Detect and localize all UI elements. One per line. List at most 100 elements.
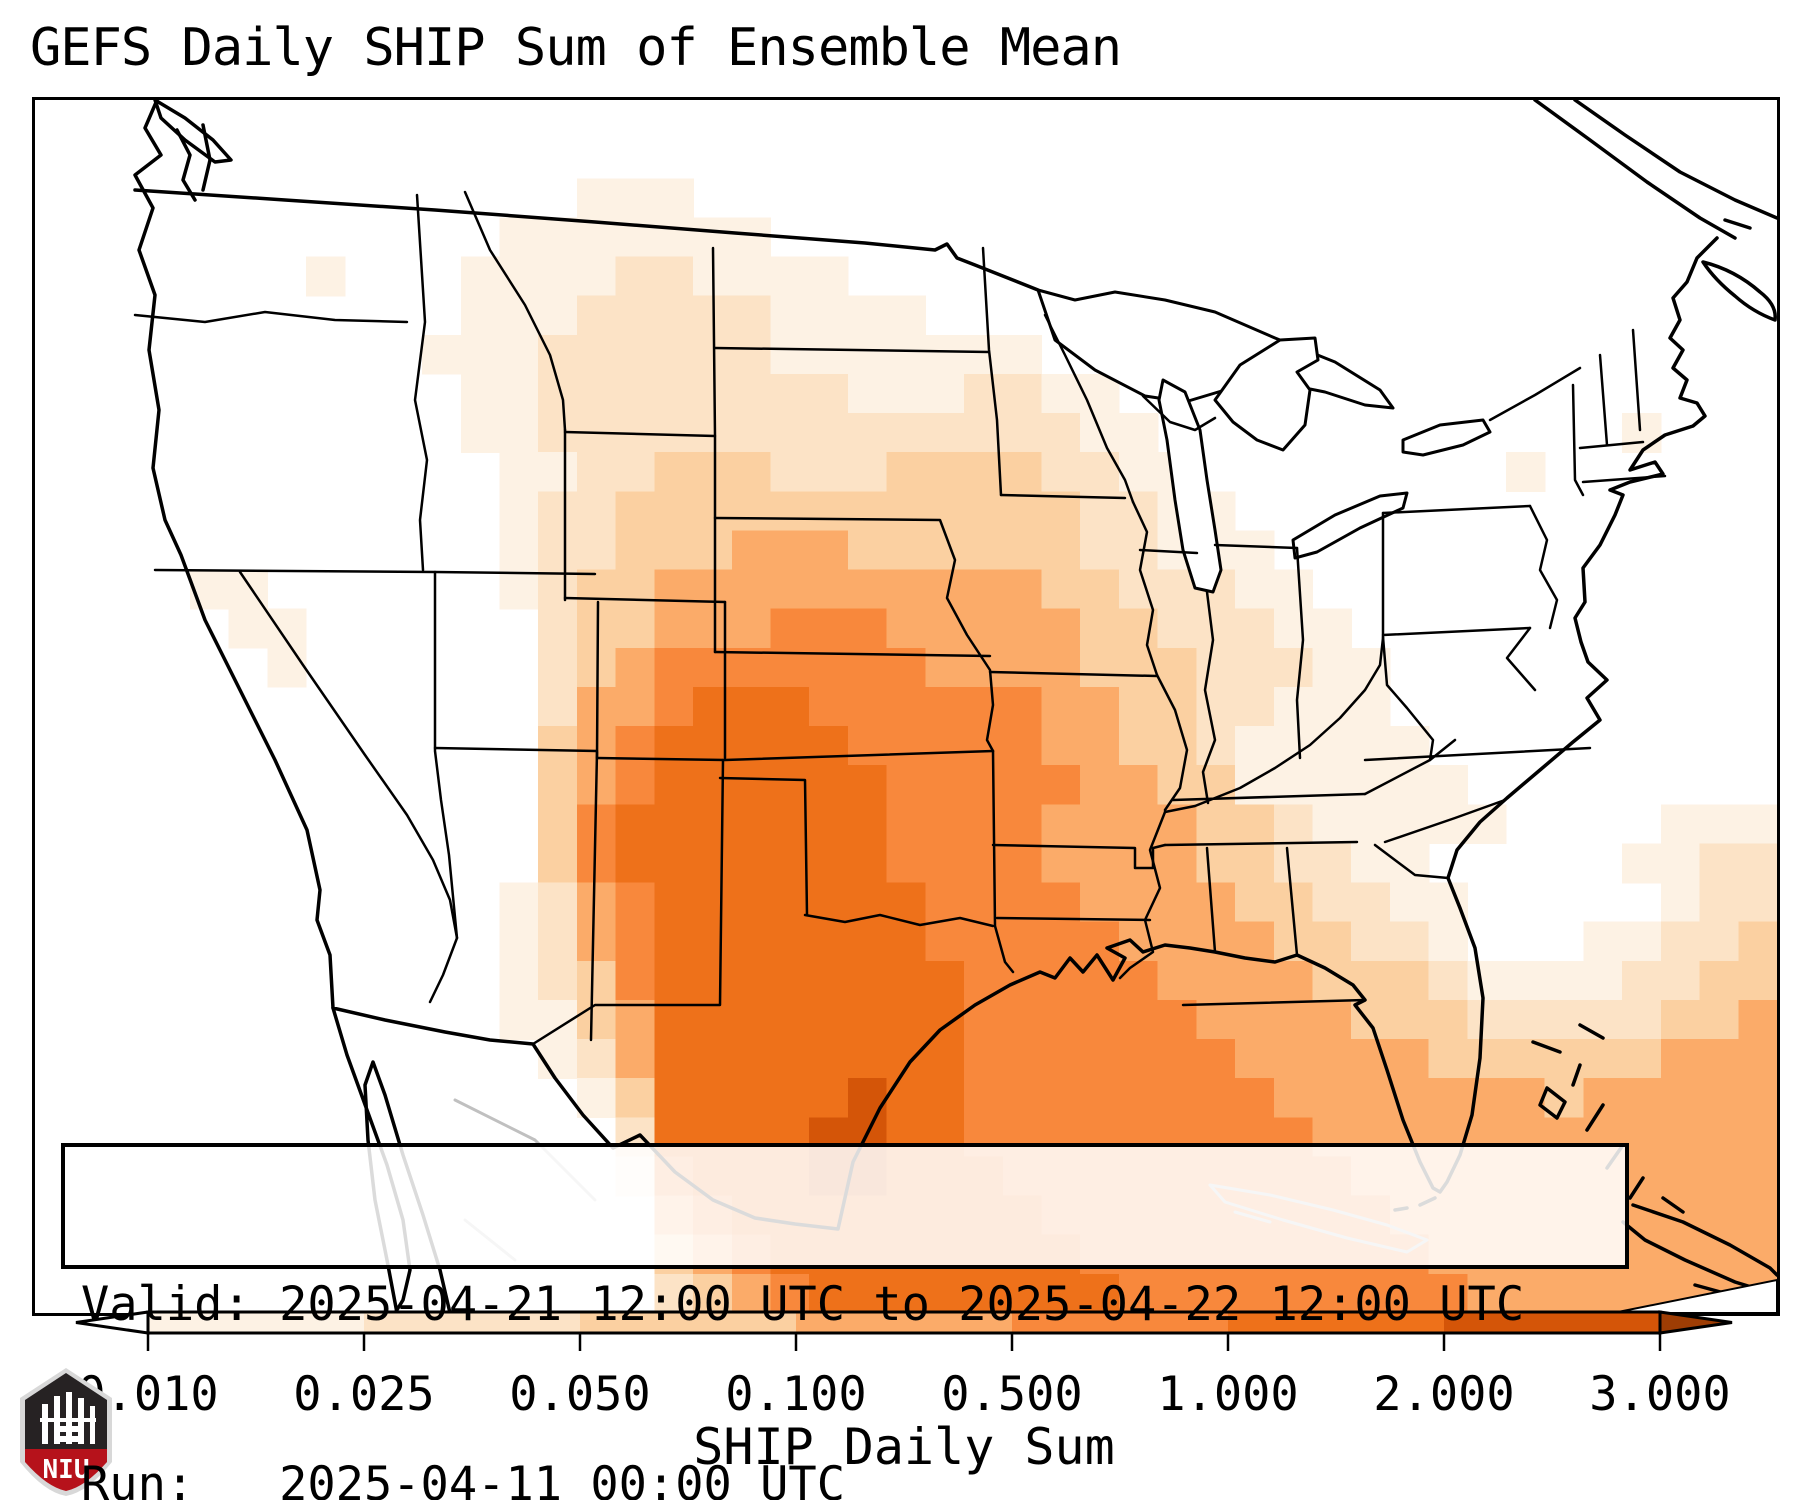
heat-cell <box>1273 1078 1314 1118</box>
heat-cell <box>886 530 926 571</box>
heat-cell <box>847 608 888 649</box>
heat-cell <box>693 921 733 962</box>
heat-cell <box>964 569 1004 610</box>
heat-cell <box>886 921 926 962</box>
heat-cell <box>1622 413 1662 453</box>
heat-cell <box>731 608 772 649</box>
heat-cell <box>731 530 772 571</box>
heat-cell <box>1157 804 1197 845</box>
heat-cell <box>731 491 772 532</box>
heat-cell <box>731 843 772 884</box>
heat-cell <box>1080 843 1120 884</box>
heat-cell <box>1041 1000 1081 1040</box>
heat-cell <box>1235 1078 1275 1118</box>
heat-cell <box>1583 1000 1623 1040</box>
heat-cell <box>577 843 617 884</box>
heat-cell <box>1738 1039 1777 1079</box>
heat-cell <box>809 256 849 297</box>
heat-cell <box>499 334 539 375</box>
heat-cell <box>809 726 849 766</box>
heat-cell <box>1738 1156 1777 1197</box>
heat-cell <box>615 804 656 845</box>
nodata-corner-wedge <box>1612 1278 1777 1313</box>
heat-cell <box>615 647 656 688</box>
heat-cell <box>847 921 888 962</box>
heat-cell <box>1273 686 1314 727</box>
colorbar-segment <box>364 1312 580 1333</box>
heat-cell <box>306 256 346 297</box>
heat-cell <box>1118 1078 1159 1118</box>
heat-cell <box>577 373 617 414</box>
heat-cell <box>499 921 539 962</box>
heat-cell <box>1699 843 1739 884</box>
heat-cell <box>693 491 733 532</box>
heat-cell <box>1080 1000 1120 1040</box>
heat-cell <box>538 530 578 571</box>
heat-cell <box>847 960 888 1001</box>
heat-cell <box>1428 1078 1468 1118</box>
heat-cell <box>615 882 656 923</box>
heat-cell <box>1312 647 1352 688</box>
heat-cell <box>886 1039 926 1079</box>
heat-cell <box>1196 647 1236 688</box>
colorbar-segment <box>1228 1312 1444 1333</box>
heat-cell <box>1273 843 1314 884</box>
heat-cell <box>809 843 849 884</box>
heat-cell <box>731 1000 772 1040</box>
heat-cell <box>654 217 694 258</box>
colorbar-segment <box>1444 1312 1660 1333</box>
colorbar: 0.010 0.025 0.050 0.100 0.500 1.000 2.000 3.000 <box>75 1310 1733 1422</box>
heat-cell <box>693 1000 733 1040</box>
heat-cell <box>615 178 656 219</box>
heat-cell <box>1389 882 1430 923</box>
heat-cell <box>693 960 733 1001</box>
niu-logo-text: NIU <box>43 1455 90 1485</box>
heat-cell <box>964 1273 1004 1313</box>
heat-cell <box>770 373 810 414</box>
heat-cell <box>731 373 772 414</box>
heat-cell <box>1428 1039 1468 1079</box>
heat-cell <box>654 452 694 492</box>
heat-cell <box>538 921 578 962</box>
heat-cell <box>1196 1039 1236 1079</box>
heat-cell <box>1660 960 1701 1001</box>
heat-cell <box>1118 843 1159 884</box>
colorbar-segment <box>1012 1312 1228 1333</box>
heat-cell <box>1660 804 1701 845</box>
heat-cell <box>1622 1039 1662 1079</box>
heat-cell <box>1080 1039 1120 1079</box>
heat-cell <box>770 1273 810 1313</box>
heat-cell <box>1312 882 1352 923</box>
heat-cell <box>1235 1039 1275 1079</box>
heat-cell <box>1312 1039 1352 1079</box>
heat-cell <box>654 882 694 923</box>
heat-cell <box>1041 960 1081 1001</box>
heat-cell <box>770 765 810 805</box>
heat-cell <box>809 1039 849 1079</box>
heat-cell <box>1002 1039 1043 1079</box>
heat-cell <box>1002 1078 1043 1118</box>
heat-cell <box>731 1078 772 1118</box>
heat-cell <box>1622 960 1662 1001</box>
heat-cell <box>693 413 733 453</box>
colorbar-tick-label: 0.050 <box>509 1367 650 1422</box>
heat-cell <box>577 1000 617 1040</box>
heat-cell <box>886 765 926 805</box>
heat-cell <box>1699 1195 1739 1236</box>
heat-cell <box>1041 843 1081 884</box>
heat-cell <box>1428 960 1468 1001</box>
heat-cell <box>538 569 578 610</box>
heat-cell <box>964 726 1004 766</box>
heat-cell <box>809 1078 849 1118</box>
heat-cell <box>847 1273 888 1313</box>
heat-cell <box>1351 882 1391 923</box>
heat-cell <box>1351 1078 1391 1118</box>
heat-cell <box>1118 1039 1159 1079</box>
heat-cell <box>770 491 810 532</box>
heat-cell <box>1428 765 1468 805</box>
heat-cell <box>1235 843 1275 884</box>
heat-cell <box>499 569 539 610</box>
heat-cell <box>1738 882 1777 923</box>
heat-cell <box>1273 960 1314 1001</box>
colorbar-segment <box>580 1312 796 1333</box>
